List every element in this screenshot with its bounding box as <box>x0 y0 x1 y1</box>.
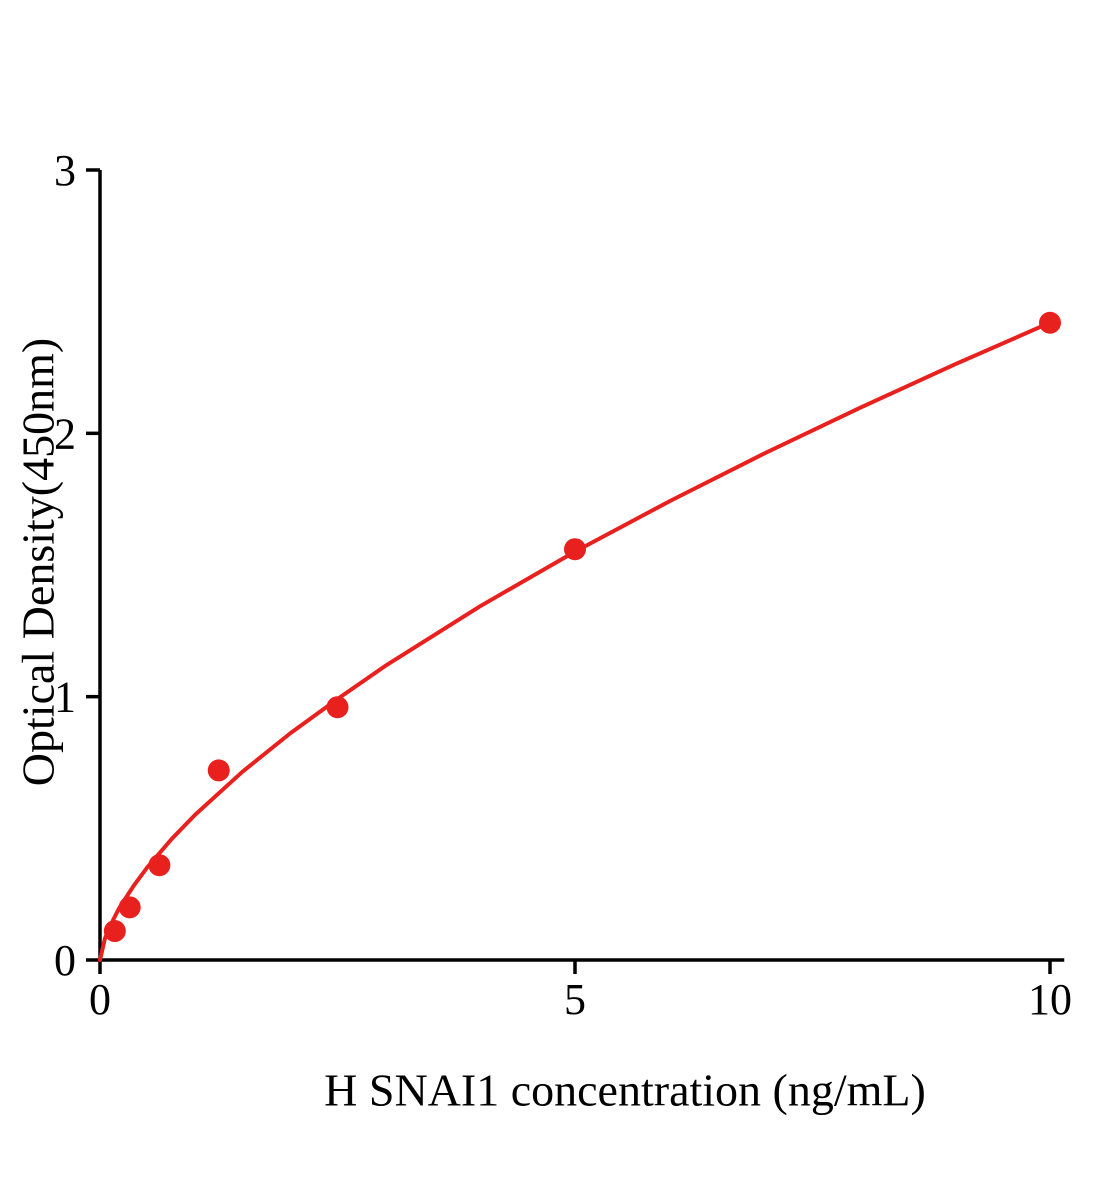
x-axis-title: H SNAI1 concentration (ng/mL) <box>324 1064 926 1116</box>
y-tick-label: 2 <box>54 409 76 458</box>
data-point <box>564 538 586 561</box>
y-tick-label: 3 <box>54 146 76 195</box>
data-point <box>103 920 126 943</box>
x-tick-label: 5 <box>564 975 586 1024</box>
data-point <box>1039 311 1061 334</box>
data-point <box>148 854 171 877</box>
y-tick-label: 0 <box>54 936 76 985</box>
x-tick-label: 10 <box>1028 975 1072 1024</box>
data-point <box>326 696 349 719</box>
data-point <box>207 759 230 782</box>
standard-curve-line <box>98 320 1052 962</box>
y-tick-label: 1 <box>54 673 76 722</box>
data-point <box>118 896 141 919</box>
y-axis-title: Optical Density(450nm) <box>12 337 64 787</box>
x-tick-label: 0 <box>89 975 111 1024</box>
